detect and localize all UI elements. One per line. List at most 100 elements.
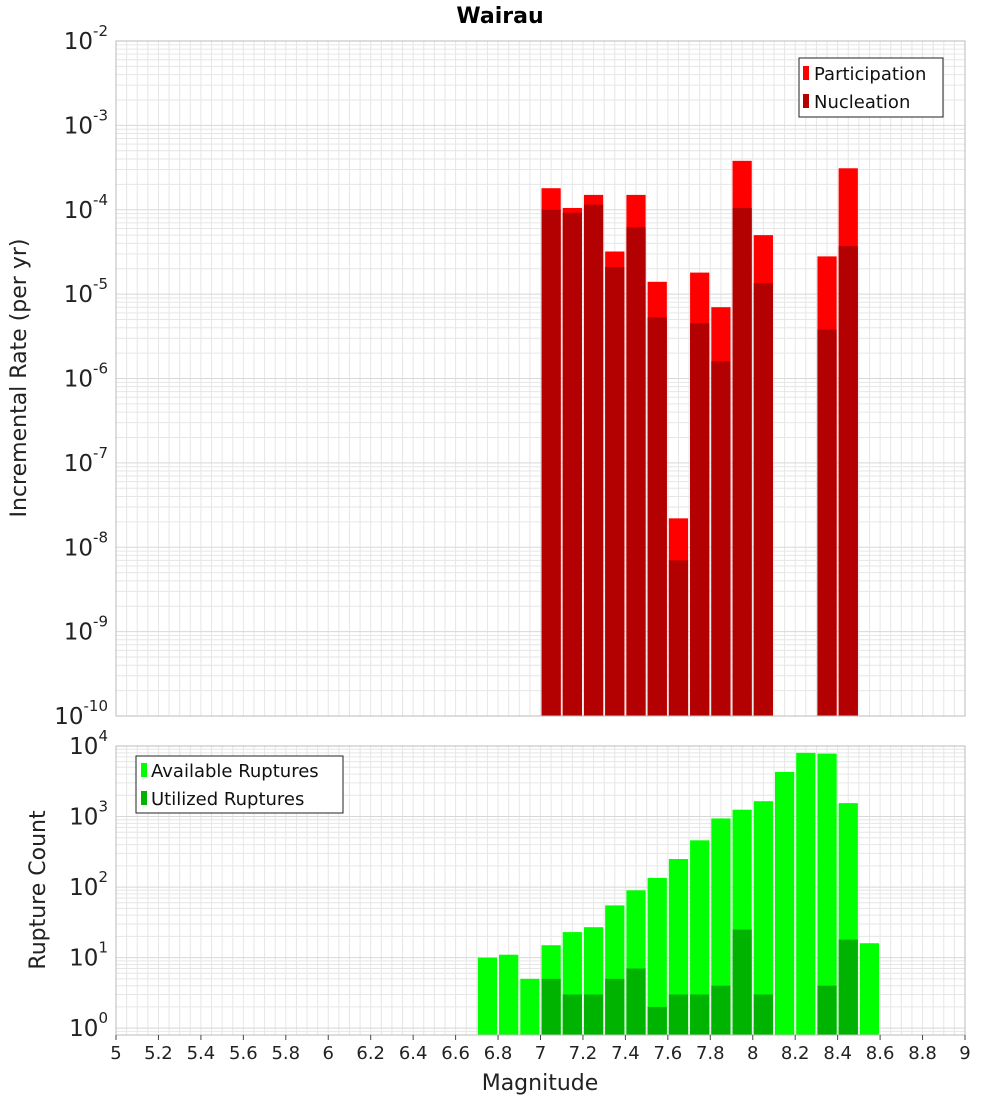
utilized-ruptures-bar [838, 939, 858, 1035]
available-ruptures-bar [774, 771, 795, 1035]
x-tick-label: 5.4 [187, 1043, 216, 1064]
rate-y-tick-label: 10-3 [64, 106, 108, 139]
rate-legend-box [798, 57, 944, 118]
available-ruptures-bar [859, 943, 880, 1035]
nucleation-legend-label: Nucleation [814, 92, 910, 113]
rate-y-tick-exponent: -2 [93, 22, 108, 40]
x-tick-label: 9 [959, 1043, 970, 1064]
available-ruptures-bar [711, 818, 731, 1035]
nucleation-bar [626, 227, 646, 716]
count-legend-box [135, 755, 344, 814]
count-y-tick-base: 10 [69, 734, 98, 760]
available-ruptures-bar [668, 859, 689, 1035]
x-tick-label: 7 [535, 1043, 546, 1064]
utilized-ruptures-bar [753, 994, 773, 1035]
rate-y-tick-label: 10-4 [64, 191, 108, 224]
x-tick-label: 5.8 [271, 1043, 300, 1064]
utilized-ruptures-bar [583, 994, 604, 1035]
count-y-tick-exponent: 3 [98, 798, 108, 816]
rate-y-tick-base: 10 [64, 198, 93, 224]
available-ruptures-bar [647, 877, 667, 1035]
available-ruptures-bar [753, 801, 773, 1035]
rate-y-tick-label: 10-5 [64, 275, 108, 308]
rate-panel: 10-210-310-410-510-610-710-810-910-10 In… [7, 22, 966, 730]
available-ruptures-bar [796, 752, 816, 1035]
utilized-legend-label: Utilized Ruptures [151, 789, 304, 810]
rate-y-tick-base: 10 [64, 29, 93, 55]
rate-gridlines [115, 40, 966, 717]
x-tick-label: 5.6 [229, 1043, 258, 1064]
count-y-tick-label: 100 [69, 1009, 108, 1042]
count-y-tick-base: 10 [69, 946, 98, 972]
utilized-ruptures-bar [605, 978, 625, 1035]
available-ruptures-bar [690, 840, 710, 1035]
rate-y-tick-base: 10 [64, 451, 93, 477]
available-legend-swatch [141, 763, 147, 777]
count-bars [477, 752, 880, 1035]
participation-legend-label: Participation [814, 64, 926, 85]
x-tick-label: 7.2 [569, 1043, 598, 1064]
rate-y-tick-label: 10-6 [64, 360, 108, 393]
x-tick-label: 5 [110, 1043, 121, 1064]
x-tick-label: 6.4 [399, 1043, 428, 1064]
rate-y-tick-label: 10-7 [64, 444, 108, 477]
available-ruptures-bar [520, 978, 540, 1035]
count-y-tick-exponent: 4 [98, 727, 108, 745]
rate-y-tick-exponent: -7 [93, 444, 108, 462]
x-tick-label: 8 [747, 1043, 758, 1064]
rate-y-tick-label: 10-10 [54, 697, 108, 730]
count-legend: Available Ruptures Utilized Ruptures [135, 755, 344, 814]
rate-y-ticks: 10-210-310-410-510-610-710-810-910-10 [54, 22, 108, 730]
nucleation-bar [541, 209, 561, 716]
nucleation-bar [647, 317, 667, 716]
available-legend-label: Available Ruptures [151, 761, 319, 782]
utilized-ruptures-bar [690, 994, 710, 1035]
x-axis-ticks: 5 5.2 5.4 5.6 5.8 6 6.2 6.4 6.6 6.8 7 7.2 7.4 7.6 7.8 8… [110, 1035, 971, 1064]
rate-y-tick-label: 10-9 [64, 613, 108, 646]
rate-y-tick-exponent: -9 [93, 613, 108, 631]
count-y-tick-base: 10 [69, 1016, 98, 1042]
utilized-ruptures-bar [647, 1006, 667, 1035]
x-tick-label: 8.6 [866, 1043, 895, 1064]
x-tick-label: 7.8 [696, 1043, 725, 1064]
x-tick-label: 6 [323, 1043, 334, 1064]
x-tick-label: 8.2 [781, 1043, 810, 1064]
nucleation-legend-swatch [803, 94, 809, 108]
available-ruptures-bar [817, 753, 837, 1035]
rate-plot-frame [115, 40, 966, 717]
x-tick-label: 6.6 [441, 1043, 470, 1064]
count-y-tick-base: 10 [69, 805, 98, 831]
rate-y-tick-exponent: -10 [84, 697, 109, 715]
rate-y-tick-base: 10 [64, 620, 93, 646]
x-axis-label: Magnitude [482, 1071, 599, 1096]
utilized-ruptures-bar [541, 978, 561, 1035]
rate-y-tick-exponent: -5 [93, 275, 108, 293]
nucleation-bar [732, 207, 752, 716]
x-tick-label: 6.8 [484, 1043, 513, 1064]
rate-y-tick-base: 10 [64, 113, 93, 139]
nucleation-bar [668, 560, 689, 716]
rate-y-tick-exponent: -4 [93, 191, 108, 209]
nucleation-bar [562, 212, 582, 716]
rate-y-tick-label: 10-2 [64, 22, 108, 55]
count-y-tick-label: 102 [69, 868, 108, 901]
available-ruptures-bar [477, 957, 498, 1035]
chart-title: Wairau [456, 4, 543, 29]
nucleation-bar [753, 283, 773, 716]
utilized-ruptures-bar [732, 929, 752, 1035]
nucleation-bar [817, 329, 837, 716]
count-y-tick-exponent: 2 [98, 868, 108, 886]
rate-legend: Participation Nucleation [798, 57, 944, 118]
rate-y-tick-exponent: -8 [93, 528, 108, 546]
rate-y-tick-label: 10-8 [64, 528, 108, 561]
x-tick-label: 6.2 [356, 1043, 385, 1064]
available-ruptures-bar [499, 954, 519, 1035]
x-tick-label: 8.4 [823, 1043, 852, 1064]
rate-y-tick-base: 10 [64, 282, 93, 308]
x-tick-label: 8.8 [908, 1043, 937, 1064]
utilized-ruptures-bar [562, 994, 582, 1035]
count-y-tick-base: 10 [69, 875, 98, 901]
